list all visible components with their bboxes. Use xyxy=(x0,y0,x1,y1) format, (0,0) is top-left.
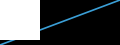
Bar xyxy=(0,0,40,40)
